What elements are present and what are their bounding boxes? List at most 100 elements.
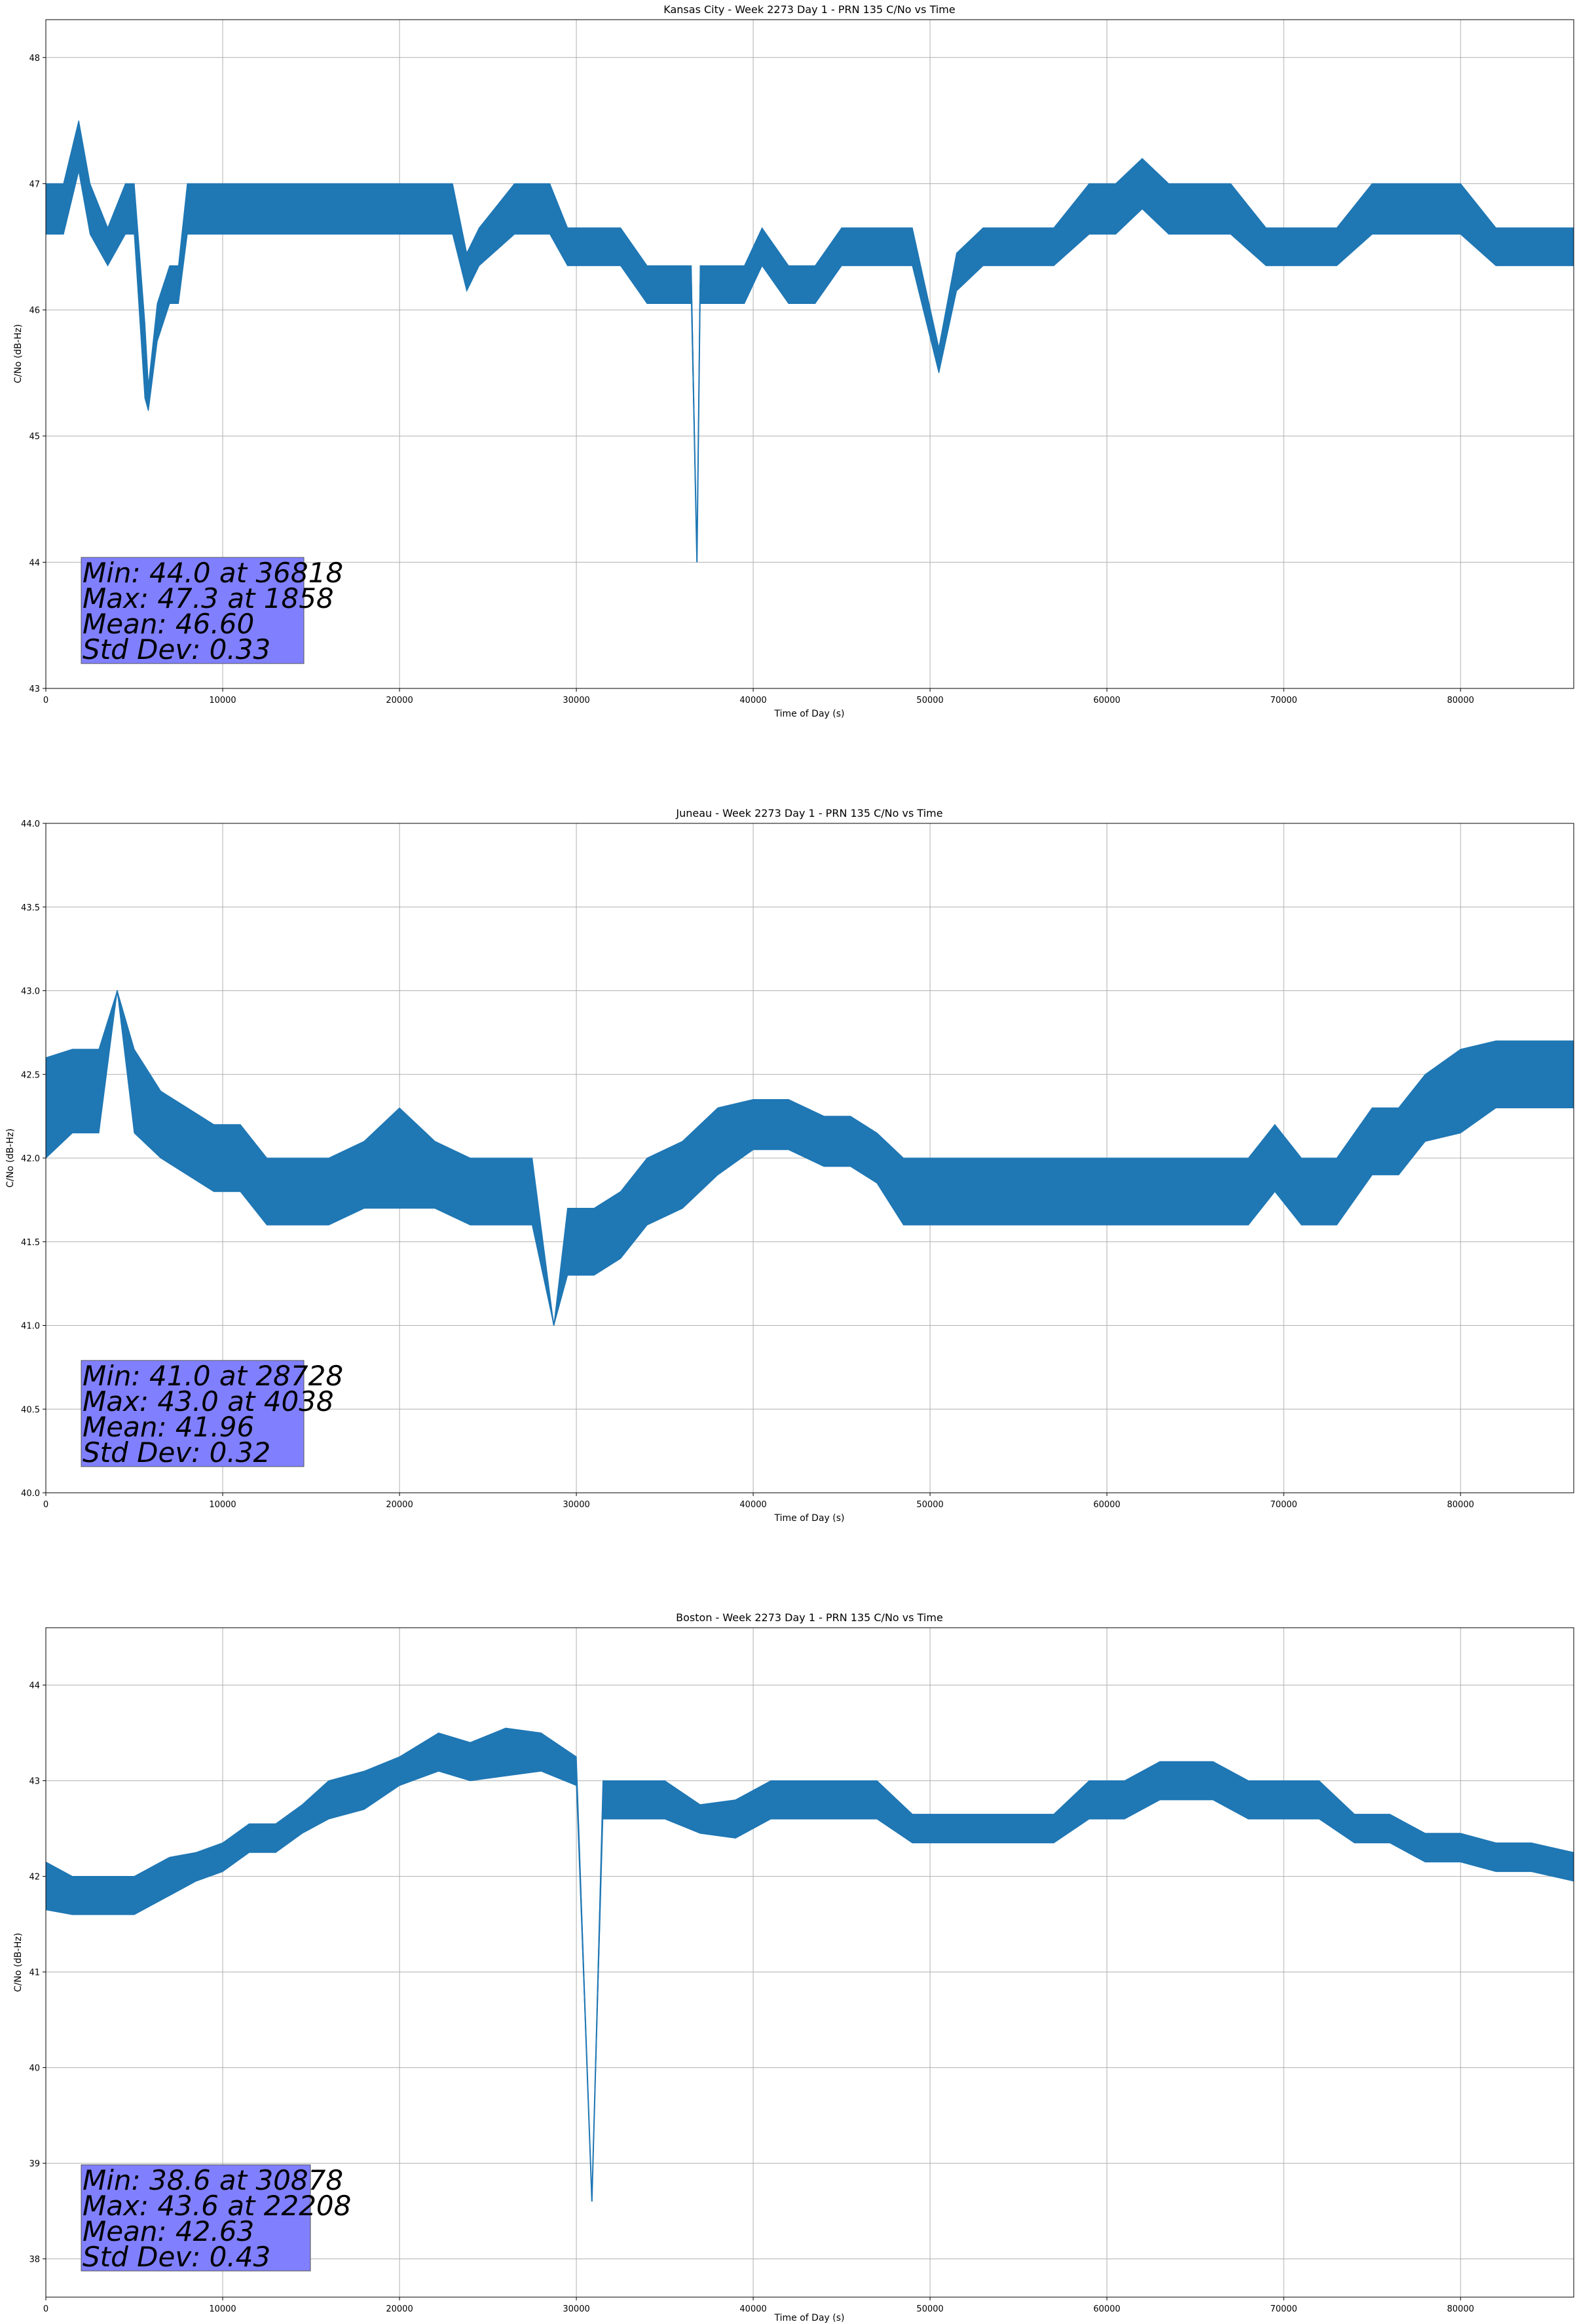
stat-min: Min: 38.6 at 30878 [83, 2164, 343, 2196]
stat-max: Max: 43.6 at 22208 [83, 2190, 351, 2222]
x-axis-label: Time of Day (s) [774, 1513, 845, 1524]
plot-area [46, 1727, 1574, 2202]
stats-box-background [81, 557, 305, 664]
y-tick-label: 43.5 [21, 903, 40, 913]
stat-mean: Mean: 42.63 [83, 2215, 254, 2247]
x-axis-ticks: 0 10000 20000 30000 40000 50000 60000 70000 8000… [43, 1493, 1474, 1510]
series-band [46, 1727, 1574, 2202]
stat-std-dev: Std Dev: 0.32 [83, 1436, 270, 1469]
y-tick-label: 41 [29, 1968, 40, 1978]
x-tick-label: 80000 [1447, 696, 1474, 705]
x-tick-label: 40000 [739, 2304, 766, 2314]
y-axis-label: C/No (dB-Hz) [13, 1933, 24, 1992]
series-layer [46, 120, 1574, 563]
y-axis-ticks: 38 39 40 41 42 43 44 [29, 1681, 46, 2265]
x-tick-label: 80000 [1447, 2304, 1474, 2314]
y-tick-label: 42.0 [21, 1154, 40, 1164]
stat-mean: Mean: 46.60 [83, 608, 254, 640]
y-tick-label: 42.5 [21, 1070, 40, 1080]
y-tick-label: 40.5 [21, 1405, 40, 1415]
y-tick-label: 43 [29, 684, 40, 694]
y-tick-label: 47 [29, 179, 40, 189]
x-tick-label: 70000 [1270, 696, 1297, 705]
stat-mean: Mean: 41.96 [83, 1411, 254, 1443]
y-tick-label: 43 [29, 1777, 40, 1787]
x-axis-ticks: 0 10000 20000 30000 40000 50000 60000 70000 8000… [43, 688, 1474, 705]
x-tick-label: 40000 [739, 1500, 766, 1510]
series-band [46, 989, 1574, 1326]
series-layer [46, 1727, 1574, 2202]
stat-min: Min: 44.0 at 36818 [83, 557, 343, 589]
stats-box: Min: 38.6 at 30878 Max: 43.6 at 22208 Me… [81, 2164, 351, 2273]
plot-area [46, 120, 1574, 563]
x-tick-label: 20000 [386, 1500, 413, 1510]
axes-frame [45, 1627, 1574, 2298]
x-tick-label: 60000 [1093, 696, 1120, 705]
stat-std-dev: Std Dev: 0.33 [83, 633, 270, 665]
y-tick-label: 38 [29, 2255, 40, 2265]
stat-min: Min: 41.0 at 28728 [83, 1360, 343, 1392]
y-tick-label: 43.0 [21, 987, 40, 997]
y-tick-label: 42 [29, 1873, 40, 1883]
x-tick-label: 60000 [1093, 1500, 1120, 1510]
x-tick-label: 10000 [209, 1500, 236, 1510]
x-tick-label: 10000 [209, 696, 236, 705]
x-tick-label: 50000 [916, 1500, 943, 1510]
plot-area [46, 989, 1574, 1326]
y-tick-label: 41.5 [21, 1238, 40, 1248]
y-tick-label: 44 [29, 1681, 40, 1691]
y-tick-label: 46 [29, 306, 40, 316]
chart-title: Juneau - Week 2273 Day 1 - PRN 135 C/No … [675, 807, 942, 819]
series-band [46, 120, 1574, 563]
stat-max: Max: 43.0 at 4038 [83, 1385, 334, 1417]
y-tick-label: 40.0 [21, 1489, 40, 1499]
chart-panel-juneau: Juneau - Week 2273 Day 1 - PRN 135 C/No … [5, 807, 1574, 1524]
x-tick-label: 30000 [563, 2304, 589, 2314]
x-tick-label: 70000 [1270, 2304, 1297, 2314]
x-tick-label: 0 [43, 2304, 48, 2314]
y-tick-label: 39 [29, 2160, 40, 2169]
y-tick-label: 44 [29, 558, 40, 568]
y-axis-label: C/No (dB-Hz) [5, 1129, 16, 1188]
x-tick-label: 30000 [563, 696, 589, 705]
series-line [46, 145, 1574, 563]
x-tick-label: 80000 [1447, 1500, 1474, 1510]
stat-std-dev: Std Dev: 0.43 [83, 2241, 270, 2273]
stats-box: Min: 41.0 at 28728 Max: 43.0 at 4038 Mea… [81, 1360, 343, 1469]
series-line [46, 990, 1574, 1326]
y-axis-label: C/No (dB-Hz) [13, 324, 24, 383]
y-axis-ticks: 43 44 45 46 47 48 [29, 54, 46, 694]
x-tick-label: 0 [43, 1500, 48, 1510]
y-tick-label: 44.0 [21, 819, 40, 829]
x-tick-label: 0 [43, 696, 48, 705]
y-axis-ticks: 40.0 40.5 41.0 41.5 42.0 42.5 43.0 43.5 44.0 [21, 819, 46, 1499]
y-tick-label: 48 [29, 54, 40, 64]
x-axis-label: Time of Day (s) [774, 2313, 845, 2323]
chart-title: Kansas City - Week 2273 Day 1 - PRN 135 … [663, 3, 955, 16]
y-tick-label: 45 [29, 432, 40, 442]
series-line [46, 1751, 1574, 2202]
x-tick-label: 40000 [739, 696, 766, 705]
x-tick-label: 70000 [1270, 1500, 1297, 1510]
stats-box-background [81, 1360, 305, 1467]
x-tick-label: 20000 [386, 2304, 413, 2314]
x-tick-label: 10000 [209, 2304, 236, 2314]
y-tick-label: 40 [29, 2064, 40, 2074]
x-tick-label: 30000 [563, 1500, 589, 1510]
chart-panel-kansas-city: Kansas City - Week 2273 Day 1 - PRN 135 … [13, 3, 1574, 719]
x-tick-label: 50000 [916, 696, 943, 705]
stats-box-background [81, 2164, 311, 2272]
x-axis-label: Time of Day (s) [774, 709, 845, 719]
x-tick-label: 60000 [1093, 2304, 1120, 2314]
x-axis-ticks: 0 10000 20000 30000 40000 50000 60000 70000 8000… [43, 2297, 1474, 2314]
axes-frame [45, 19, 1574, 689]
series-layer [46, 989, 1574, 1326]
stat-max: Max: 47.3 at 1858 [83, 582, 334, 614]
x-tick-label: 50000 [916, 2304, 943, 2314]
stats-box: Min: 44.0 at 36818 Max: 47.3 at 1858 Mea… [81, 557, 343, 665]
chart-panel-boston: Boston - Week 2273 Day 1 - PRN 135 C/No … [13, 1611, 1574, 2323]
y-tick-label: 41.0 [21, 1322, 40, 1332]
chart-title: Boston - Week 2273 Day 1 - PRN 135 C/No … [676, 1611, 943, 1624]
x-tick-label: 20000 [386, 696, 413, 705]
